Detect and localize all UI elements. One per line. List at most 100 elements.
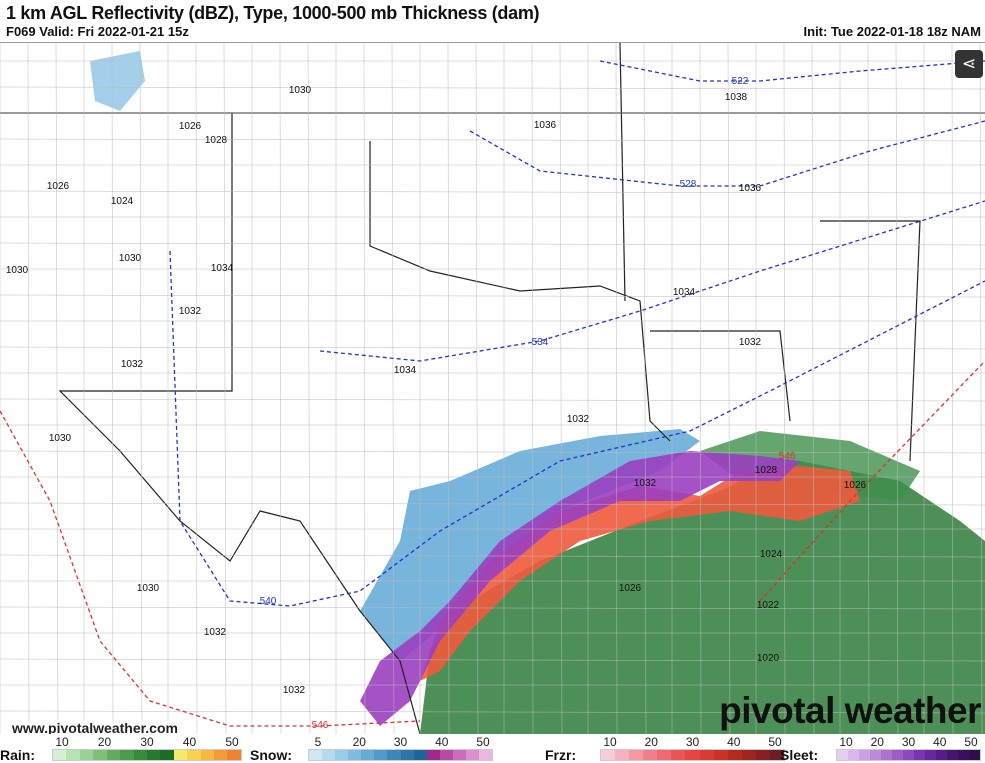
legend-tick: 50 <box>476 735 490 749</box>
legend-swatch <box>727 750 742 760</box>
valid-time: F069 Valid: Fri 2022-01-21 15z <box>6 24 189 39</box>
legend-swatch <box>958 750 969 760</box>
legend-tick: 20 <box>644 735 658 749</box>
pressure-label: 1034 <box>673 287 696 298</box>
legend-swatch <box>400 750 414 760</box>
legend-swatch <box>374 750 388 760</box>
pressure-label: 1030 <box>289 85 312 96</box>
legend-tick: 5 <box>314 735 322 749</box>
legend-swatch <box>685 750 700 760</box>
map-title: 1 km AGL Reflectivity (dBZ), Type, 1000-… <box>6 3 540 23</box>
legend-swatch <box>479 750 493 760</box>
legend-swatch <box>200 750 215 760</box>
legend-swatch <box>322 750 336 760</box>
legend-tick: 50 <box>225 735 239 749</box>
pivotal-weather-logo: pivotal weather <box>719 690 981 731</box>
legend-swatch <box>629 750 644 760</box>
pressure-label: 1032 <box>283 685 306 696</box>
legend-tick: 40 <box>435 735 449 749</box>
legend-swatch <box>227 750 241 760</box>
pressure-label: 1024 <box>760 549 783 560</box>
legend-swatch <box>452 750 466 760</box>
legend-swatch <box>903 750 914 760</box>
legend-swatch <box>699 750 714 760</box>
legend-swatch <box>120 750 134 760</box>
legend-swatch <box>870 750 881 760</box>
legend-swatch <box>348 750 362 760</box>
legend-swatch <box>387 750 401 760</box>
legend-swatch <box>214 750 228 760</box>
thickness-label: 546 <box>779 451 796 462</box>
legend-colorbar <box>52 749 242 761</box>
legend-tick: 50 <box>964 735 978 749</box>
legend-swatch <box>881 750 892 760</box>
pressure-label: 1038 <box>725 92 748 103</box>
init-time: Init: Tue 2022-01-18 18z NAM <box>803 24 981 39</box>
pressure-label: 1036 <box>534 120 557 131</box>
legend-swatch <box>173 750 188 760</box>
thickness-label: 546 <box>312 720 329 731</box>
legend-swatch <box>160 750 174 760</box>
share-button[interactable]: ⋖ <box>955 50 983 78</box>
pressure-label: 1026 <box>844 480 867 491</box>
legend-swatch <box>106 750 121 760</box>
pressure-label: 1034 <box>211 263 234 274</box>
thickness-label: 522 <box>732 76 749 87</box>
legend-tick: 10 <box>55 735 69 749</box>
pressure-label: 1036 <box>739 183 762 194</box>
legend-swatch <box>914 750 925 760</box>
legend-swatch <box>93 750 107 760</box>
pressure-label: 1024 <box>111 196 134 207</box>
pressure-label: 1028 <box>755 465 778 476</box>
legend-swatch <box>601 750 616 760</box>
legend-swatch <box>643 750 658 760</box>
legend-swatch <box>465 750 480 760</box>
weather-map[interactable]: 1030102610281026102410301030103210321034… <box>0 42 985 735</box>
legend-swatch <box>187 750 201 760</box>
pressure-label: 1028 <box>205 135 228 146</box>
legend-swatch <box>947 750 958 760</box>
legend-swatch <box>615 750 630 760</box>
legend-swatch <box>741 750 756 760</box>
legend-swatch <box>413 750 427 760</box>
legend-swatch <box>769 750 785 760</box>
legend-colorbar <box>308 749 493 761</box>
legend-tick: 40 <box>727 735 741 749</box>
legend-swatch <box>657 750 672 760</box>
pressure-label: 1030 <box>49 433 72 444</box>
legend-swatch <box>925 750 936 760</box>
pressure-label: 1026 <box>619 583 642 594</box>
pressure-label: 1026 <box>47 181 70 192</box>
legend-swatch <box>426 750 440 760</box>
legend-tick: 40 <box>933 735 947 749</box>
legend-swatch <box>671 750 686 760</box>
snow-area-nw <box>90 51 145 111</box>
contour-labels: 1030102610281026102410301030103210321034… <box>6 76 867 731</box>
legend-tick: 30 <box>140 735 154 749</box>
thickness-contours <box>0 60 985 727</box>
legend-tick: 30 <box>685 735 700 749</box>
pressure-label: 1026 <box>179 121 202 132</box>
pressure-label: 1032 <box>121 359 144 370</box>
frzr-area <box>420 466 860 681</box>
state-borders <box>0 43 985 735</box>
thickness-label: 528 <box>680 179 697 190</box>
share-icon: ⋖ <box>961 54 977 73</box>
legend-label: Snow: <box>250 747 292 763</box>
thickness-label: 540 <box>260 596 277 607</box>
legend-swatch <box>335 750 349 760</box>
thickness-label: 534 <box>532 337 549 348</box>
legend-tick: 20 <box>352 735 366 749</box>
legend-swatch <box>969 750 980 760</box>
legend-swatch <box>361 750 375 760</box>
legend-swatch <box>439 750 453 760</box>
pressure-label: 1030 <box>119 253 142 264</box>
legend-label: Rain: <box>0 747 35 763</box>
precip-type-legend: Rain: 10 20 30 40 50 Snow: 5 20 30 40 50 Frzr: 10 20 30… <box>0 734 985 763</box>
legend-label: Frzr: <box>545 747 577 763</box>
legend-tick: 10 <box>839 735 853 749</box>
legend-tick: 20 <box>97 735 112 749</box>
rain-area-north <box>700 431 920 501</box>
watermark-url: www.pivotalweather.com <box>12 720 178 736</box>
legend-tick: 30 <box>393 735 408 749</box>
